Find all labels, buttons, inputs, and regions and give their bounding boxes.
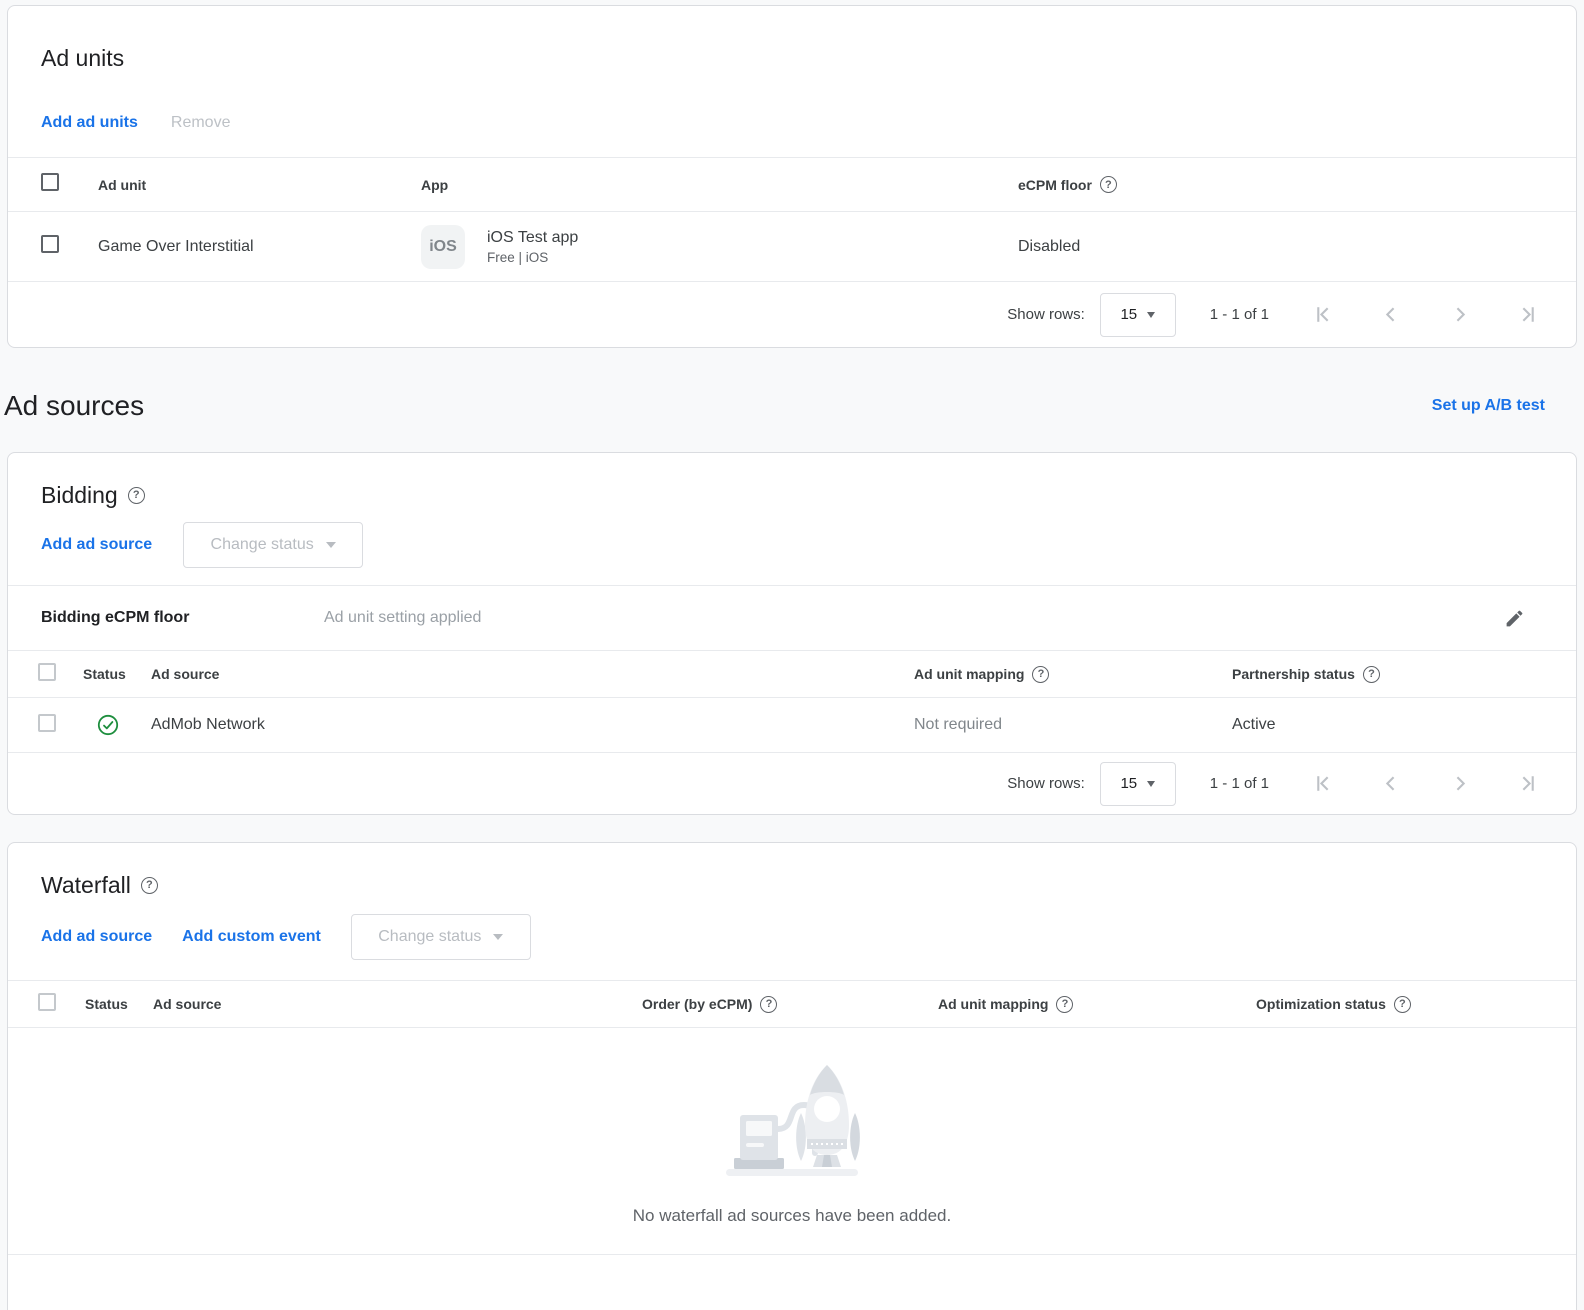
first-page-icon	[1317, 776, 1329, 791]
column-header-app: App	[421, 176, 449, 193]
waterfall-empty-message: No waterfall ad sources have been added.	[632, 1206, 952, 1225]
row-checkbox[interactable]	[38, 713, 56, 732]
rocket-icon	[796, 1065, 860, 1167]
chevron-right-icon	[1456, 307, 1466, 322]
chevron-down-icon	[325, 542, 336, 548]
ios-app-icon: iOS	[421, 224, 465, 269]
pagination-range: 1 - 1 of 1	[1209, 306, 1269, 323]
ad-sources-section-header: Ad sources Set up A/B test	[0, 348, 1584, 452]
chevron-down-icon	[493, 934, 504, 940]
app-name: iOS Test app	[487, 228, 579, 246]
first-page-button[interactable]	[1309, 769, 1338, 798]
ad-units-table-header: Ad unit App eCPM floor ?	[8, 157, 1576, 212]
ad-source-name: AdMob Network	[151, 716, 265, 733]
page-size-select[interactable]: 15	[1099, 761, 1176, 806]
last-page-button[interactable]	[1513, 769, 1542, 798]
gas-pump-icon	[734, 1115, 784, 1169]
chevron-left-icon	[1385, 776, 1395, 791]
row-checkbox[interactable]	[41, 235, 59, 253]
last-page-button[interactable]	[1513, 300, 1542, 329]
ad-unit-mapping-value: Not required	[914, 716, 1003, 733]
column-header-partnership-status: Partnership status ?	[1232, 665, 1576, 683]
waterfall-card-footer	[8, 1255, 1576, 1310]
last-page-icon	[1522, 776, 1534, 791]
help-icon[interactable]: ?	[760, 995, 778, 1013]
help-icon[interactable]: ?	[1056, 995, 1074, 1013]
add-ad-source-button[interactable]: Add ad source	[41, 928, 153, 945]
pencil-icon	[1506, 610, 1523, 626]
table-row[interactable]: AdMob Network Not required Active	[8, 698, 1576, 753]
chevron-left-icon	[1385, 307, 1395, 322]
status-active-icon	[97, 714, 119, 736]
bidding-card: Bidding ? Add ad source Change status Bi…	[7, 452, 1577, 815]
column-header-ad-unit: Ad unit	[98, 176, 147, 193]
last-page-icon	[1522, 307, 1534, 322]
column-header-ad-unit-mapping: Ad unit mapping ?	[938, 995, 1256, 1013]
table-row[interactable]: Game Over Interstitial iOS iOS Test app …	[8, 212, 1576, 282]
app-meta: Free | iOS	[487, 249, 549, 265]
help-icon[interactable]: ?	[1393, 995, 1411, 1013]
bidding-pagination: Show rows: 15 1 - 1 of 1	[8, 753, 1576, 814]
waterfall-card: Waterfall ? Add ad source Add custom eve…	[7, 842, 1577, 1310]
waterfall-title: Waterfall	[41, 872, 131, 898]
next-page-button[interactable]	[1445, 300, 1474, 329]
show-rows-label: Show rows:	[1007, 775, 1085, 792]
chevron-down-icon	[1147, 780, 1156, 787]
change-status-dropdown[interactable]: Change status	[350, 914, 531, 960]
column-header-order: Order (by eCPM) ?	[642, 995, 938, 1013]
ad-units-title: Ad units	[41, 45, 125, 71]
app-cell: iOS iOS Test app Free | iOS	[421, 224, 1018, 269]
select-all-checkbox[interactable]	[38, 662, 56, 681]
waterfall-table-header: Status Ad source Order (by eCPM) ? Ad un…	[8, 980, 1576, 1028]
help-icon[interactable]: ?	[1362, 665, 1380, 683]
remove-button[interactable]: Remove	[170, 114, 231, 131]
bidding-table-header: Status Ad source Ad unit mapping ? Partn…	[8, 651, 1576, 698]
edit-ecpm-floor-button[interactable]	[1502, 606, 1527, 631]
chevron-down-icon	[1147, 311, 1156, 318]
help-icon[interactable]: ?	[1032, 665, 1050, 683]
column-header-ad-unit-mapping: Ad unit mapping ?	[914, 665, 1232, 683]
next-page-button[interactable]	[1445, 769, 1474, 798]
column-header-status: Status	[83, 666, 126, 682]
pagination-range: 1 - 1 of 1	[1209, 775, 1269, 792]
ad-units-pagination: Show rows: 15 1 - 1 of 1	[8, 282, 1576, 347]
help-icon[interactable]: ?	[140, 876, 158, 894]
column-header-ad-source: Ad source	[153, 996, 222, 1012]
first-page-button[interactable]	[1309, 300, 1338, 329]
prev-page-button[interactable]	[1377, 300, 1406, 329]
first-page-icon	[1317, 307, 1329, 322]
help-icon[interactable]: ?	[1099, 176, 1117, 193]
bidding-ecpm-floor-label: Bidding eCPM floor	[41, 609, 190, 626]
bidding-ecpm-floor-row: Bidding eCPM floor Ad unit setting appli…	[8, 585, 1576, 651]
ad-units-card: Ad units Add ad units Remove Ad unit App…	[7, 5, 1577, 348]
bidding-toolbar: Add ad source Change status	[8, 522, 1576, 585]
ad-units-toolbar: Add ad units Remove	[8, 114, 1576, 157]
setup-ab-test-link[interactable]: Set up A/B test	[1431, 397, 1545, 414]
ecpm-floor-value: Disabled	[1018, 237, 1081, 255]
column-header-ecpm-floor: eCPM floor ?	[1018, 176, 1576, 193]
column-header-status: Status	[85, 996, 128, 1012]
rocket-fuel-pump-illustration	[726, 1065, 860, 1176]
column-header-optimization-status: Optimization status ?	[1256, 995, 1576, 1013]
help-icon[interactable]: ?	[127, 486, 145, 504]
prev-page-button[interactable]	[1377, 769, 1406, 798]
ad-sources-title: Ad sources	[4, 390, 145, 421]
column-header-ad-source: Ad source	[151, 666, 220, 682]
ad-unit-name[interactable]: Game Over Interstitial	[98, 237, 254, 255]
add-ad-source-button[interactable]: Add ad source	[41, 536, 153, 553]
waterfall-empty-state: No waterfall ad sources have been added.	[8, 1028, 1576, 1255]
add-ad-units-button[interactable]: Add ad units	[41, 114, 138, 131]
show-rows-label: Show rows:	[1007, 306, 1085, 323]
change-status-dropdown[interactable]: Change status	[183, 522, 364, 568]
bidding-title: Bidding	[41, 482, 118, 508]
page-size-select[interactable]: 15	[1099, 292, 1176, 337]
waterfall-toolbar: Add ad source Add custom event Change st…	[8, 914, 1576, 980]
partnership-status-value: Active	[1232, 716, 1276, 733]
select-all-checkbox[interactable]	[38, 992, 56, 1011]
select-all-checkbox[interactable]	[41, 173, 59, 191]
add-custom-event-button[interactable]: Add custom event	[182, 928, 321, 945]
chevron-right-icon	[1456, 776, 1466, 791]
bidding-ecpm-floor-value: Ad unit setting applied	[324, 609, 482, 626]
